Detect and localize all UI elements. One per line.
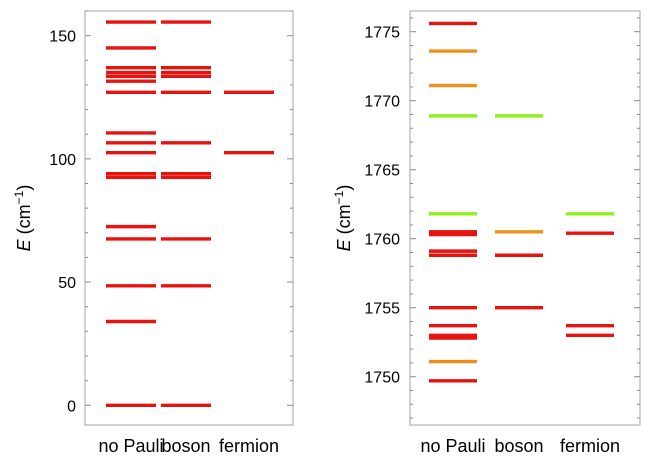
y-axis-symbol: E bbox=[14, 238, 34, 251]
category-label: boson bbox=[494, 436, 543, 456]
category-label: no Pauli bbox=[98, 436, 163, 456]
category-label: fermion bbox=[560, 436, 620, 456]
y-tick-label: 0 bbox=[67, 398, 76, 415]
y-axis-unit-close: ) bbox=[14, 185, 34, 191]
y-axis-unit: (cm bbox=[14, 204, 34, 234]
y-axis-title: E (cm−1) bbox=[332, 185, 354, 252]
y-tick-label: 1755 bbox=[364, 301, 400, 318]
category-label: no Pauli bbox=[420, 436, 485, 456]
right-panel: 1750 1755 1760 1765 1770 1775 E (cm−1) no Pauli b… bbox=[332, 10, 641, 456]
plot-frame bbox=[409, 10, 641, 426]
y-axis-title: E (cm−1) bbox=[12, 185, 34, 252]
y-axis-symbol: E bbox=[334, 238, 354, 251]
category-label: fermion bbox=[219, 436, 279, 456]
y-tick-label: 1750 bbox=[364, 370, 400, 387]
y-tick-label: 100 bbox=[49, 152, 76, 169]
y-axis-unit-close: ) bbox=[334, 185, 354, 191]
y-tick-label: 1770 bbox=[364, 94, 400, 111]
y-tick-label: 1760 bbox=[364, 232, 400, 249]
y-tick-label: 1765 bbox=[364, 163, 400, 180]
y-tick-label: 1775 bbox=[364, 25, 400, 42]
y-axis-unit-exponent: −1 bbox=[332, 190, 346, 204]
category-label: boson bbox=[161, 436, 210, 456]
y-axis-unit-exponent: −1 bbox=[12, 190, 26, 204]
plot-frame bbox=[84, 10, 294, 426]
y-tick-label: 50 bbox=[58, 275, 76, 292]
y-tick-label: 150 bbox=[49, 29, 76, 46]
y-axis-unit: (cm bbox=[334, 204, 354, 234]
